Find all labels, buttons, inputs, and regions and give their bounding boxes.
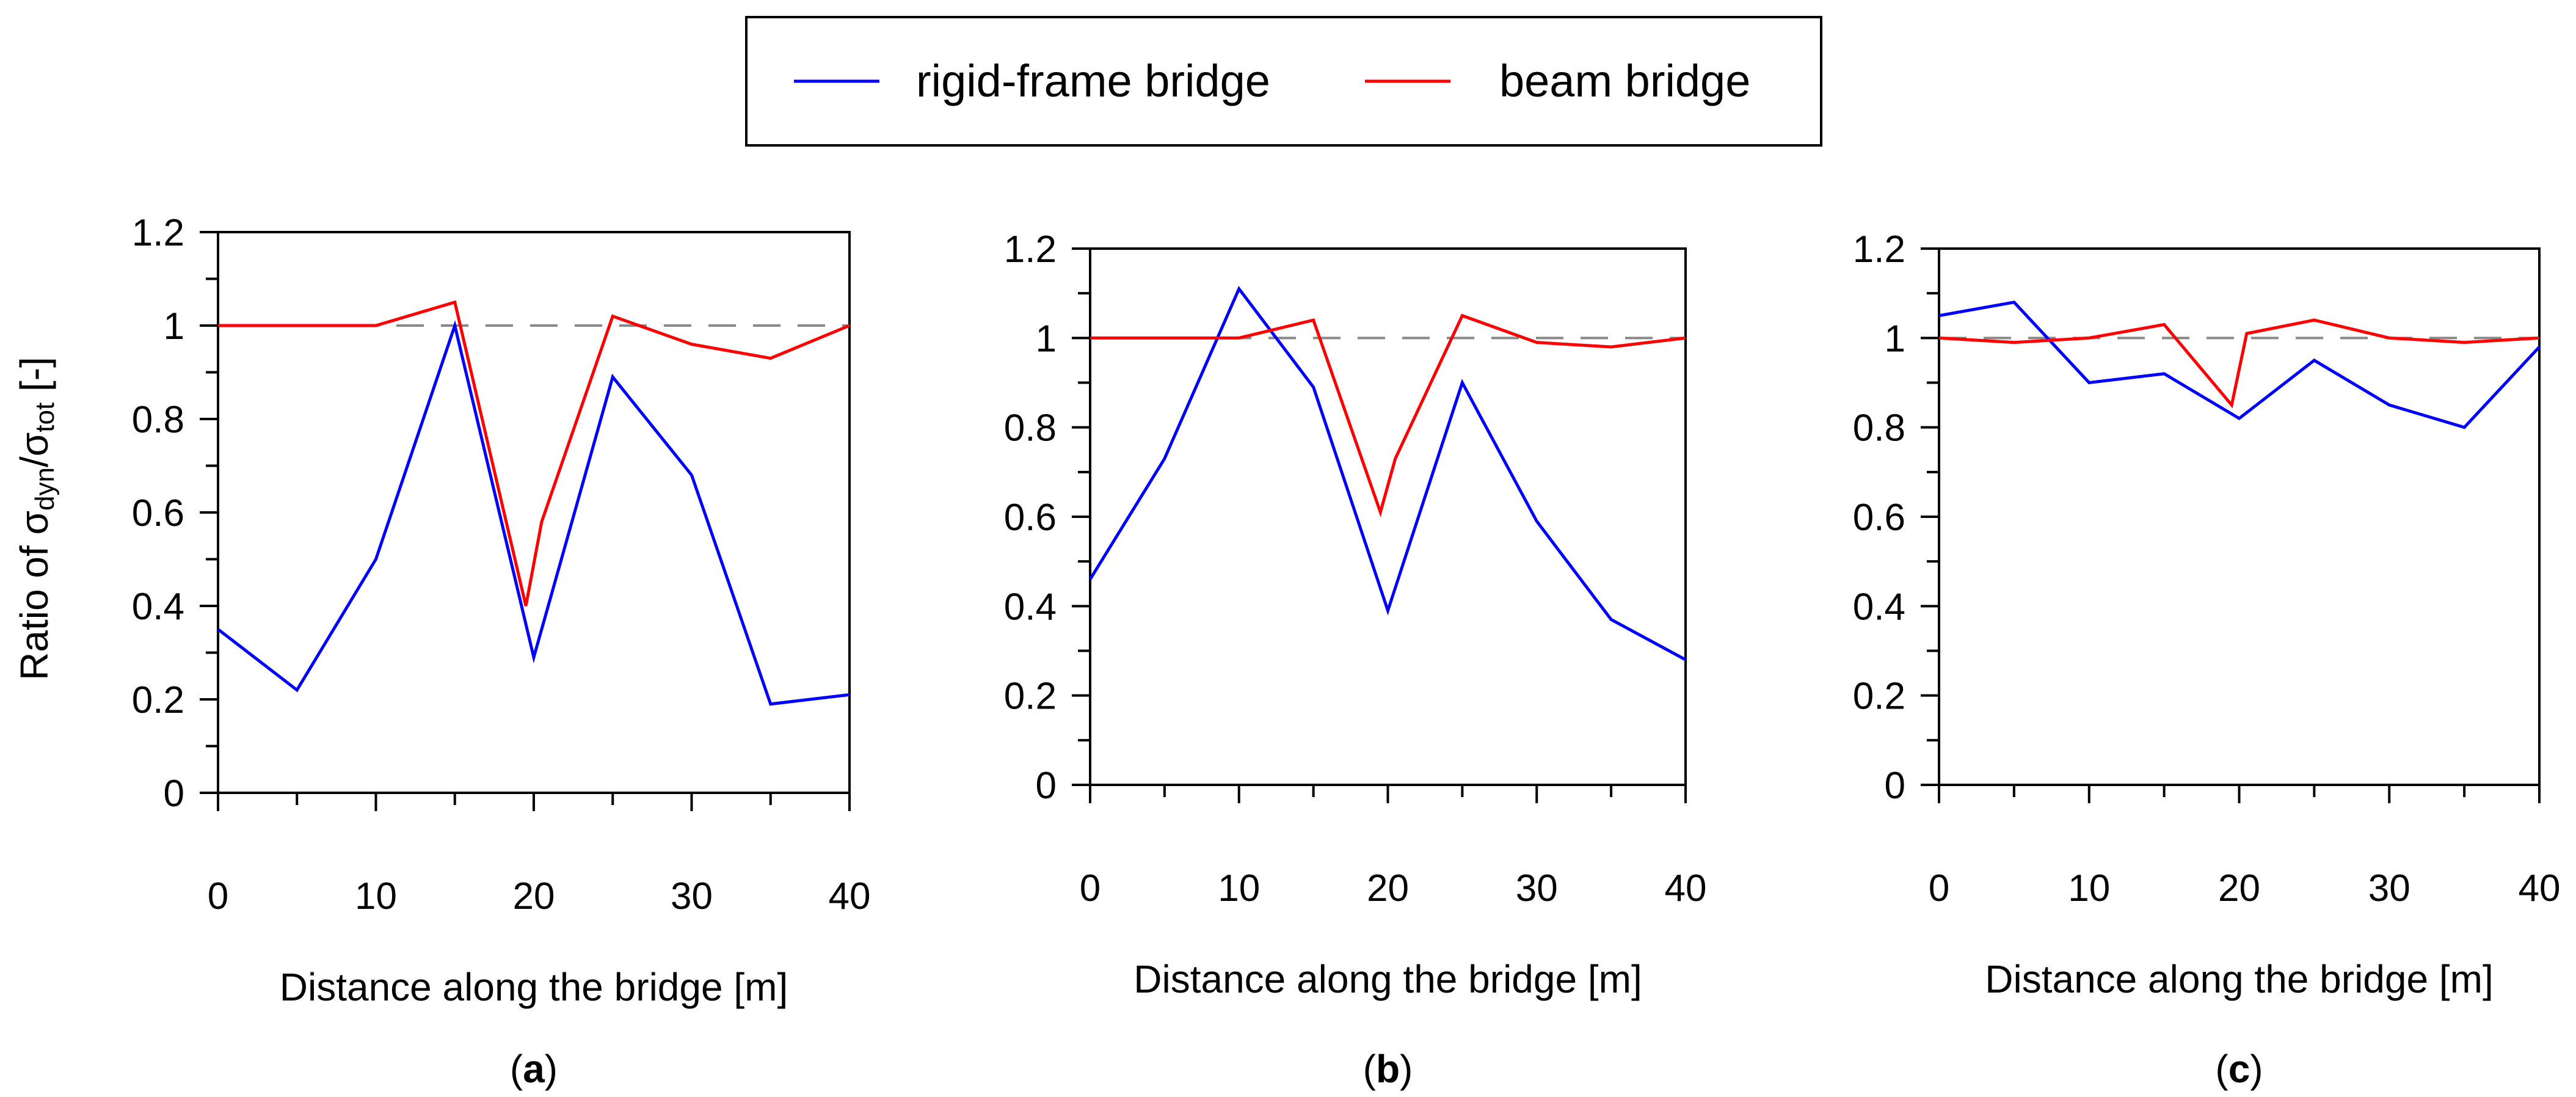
y-tick-label: 0.4 [132,586,184,628]
x-axis-label: Distance along the bridge [m] [280,965,788,1009]
y-tick-label: 0.4 [1004,586,1057,628]
series-line-rigid-frame [1088,285,1687,661]
x-axis-label: Distance along the bridge [m] [1985,957,2493,1001]
panel-caption: (b) [1363,1047,1413,1091]
y-axis-label-subscript: tot [30,403,60,432]
y-axis-label: Ratio of σdyn/σtot [-] [12,357,60,680]
y-tick-label: 0 [1885,765,1905,807]
y-tick-label: 0.6 [1004,497,1057,539]
y-tick-label: 0.8 [1004,407,1057,450]
legend: rigid-frame bridge beam bridge [745,16,1822,147]
x-tick-label: 40 [2519,867,2561,909]
y-tick-label: 0.8 [132,399,184,441]
y-axis-label-part: Ratio of σ [12,511,56,680]
panel-letter: a [523,1047,545,1091]
x-tick-label: 20 [513,875,555,917]
panel-b: 0 10 20 30 40 0 0.2 0.4 0.6 0.8 1 1.2 Distance along… [1004,228,1707,1091]
y-tick-label: 1.2 [132,212,184,254]
y-tick-label: 0.2 [1004,676,1057,718]
x-tick-label: 0 [1929,867,1949,909]
panel-letter: c [2229,1047,2250,1091]
x-tick-label: 10 [2068,867,2110,909]
panel-letter: b [1376,1047,1400,1091]
plot-frame [217,231,851,794]
y-tick-label: 0.6 [1853,497,1905,539]
y-tick-label: 1 [1885,318,1905,360]
x-tick-label: 40 [829,875,871,917]
x-tick-label: 20 [2218,867,2260,909]
series-line-beam [1938,318,2540,409]
y-tick-label: 0 [1036,765,1057,807]
y-tick-label: 1 [164,305,184,348]
y-tick-label: 0.2 [1853,676,1905,718]
y-tick-label: 0.2 [132,679,184,721]
x-tick-label: 20 [1367,867,1409,909]
panel-caption: (a) [510,1047,558,1091]
x-tick-label: 30 [2368,867,2410,909]
y-tick-label: 0 [164,773,184,815]
panel-c: 0 10 20 30 40 0 0.2 0.4 0.6 0.8 1 1.2 Distance along… [1853,228,2561,1091]
plot-frame [1089,247,1687,786]
x-tick-label: 30 [671,875,713,917]
y-tick-label: 0.6 [132,492,184,534]
plot-frame [1938,247,2541,786]
y-tick-label: 1.2 [1004,228,1057,271]
x-tick-label: 0 [208,875,228,917]
y-tick-label: 1.2 [1853,228,1905,271]
x-tick-label: 40 [1665,867,1707,909]
panel-a: 0 10 20 30 40 0 0.2 0.4 0.6 0.8 1 1.2 Distance along… [12,212,870,1091]
x-tick-label: 30 [1516,867,1558,909]
legend-box [745,16,1822,147]
x-tick-label: 0 [1080,867,1101,909]
x-axis-label: Distance along the bridge [m] [1133,957,1642,1001]
x-tick-label: 10 [1218,867,1260,909]
legend-label-rigid: rigid-frame bridge [916,56,1270,106]
y-tick-label: 0.8 [1853,407,1905,450]
series-line-rigid-frame [217,319,850,706]
y-axis-label-subscript: dyn [30,467,60,511]
series-line-beam [218,300,850,607]
legend-label-beam: beam bridge [1499,56,1750,106]
x-tick-label: 10 [355,875,397,917]
y-tick-label: 1 [1036,318,1057,360]
panel-caption: (c) [2215,1047,2263,1091]
y-axis-label-part: /σ [12,432,56,467]
y-axis-label-part: [-] [12,357,56,403]
series-line-beam [1090,313,1686,518]
y-tick-label: 0.4 [1853,586,1905,628]
